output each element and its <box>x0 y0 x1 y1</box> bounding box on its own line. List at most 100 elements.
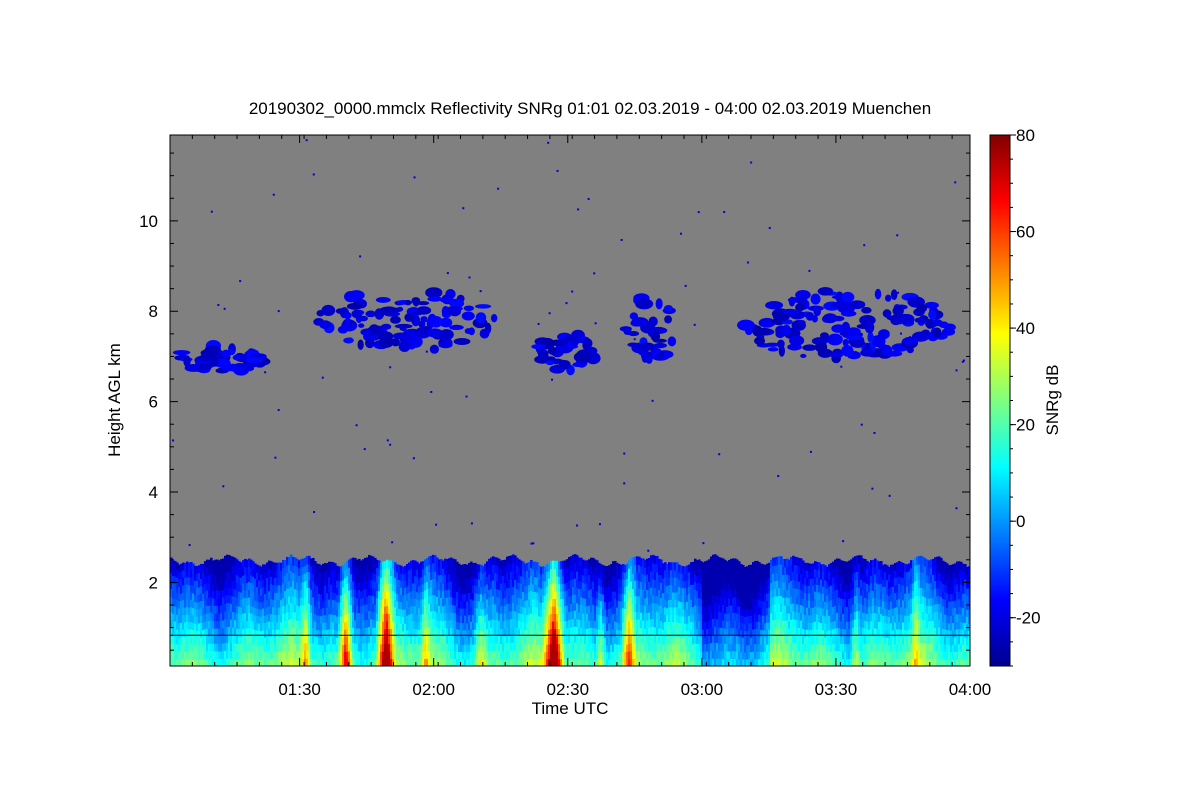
echo-cell <box>854 618 857 628</box>
echo-cell <box>522 636 525 645</box>
echo-cell <box>480 615 483 624</box>
echo-cell <box>432 650 435 659</box>
echo-cell <box>614 613 617 622</box>
echo-cell <box>440 589 443 598</box>
echo-cell <box>788 559 791 568</box>
echo-cell <box>336 580 339 588</box>
echo-cell <box>740 658 743 666</box>
echo-cell <box>580 627 583 636</box>
echo-cell <box>642 596 645 606</box>
echo-cell <box>670 569 673 578</box>
echo-cell <box>546 571 549 580</box>
echo-cell <box>788 567 791 576</box>
echo-cell <box>422 628 425 637</box>
echo-cell <box>556 628 559 637</box>
echo-cell <box>324 607 327 616</box>
echo-cell <box>412 575 415 584</box>
echo-cell <box>756 613 759 622</box>
echo-cell <box>422 561 425 570</box>
echo-cell <box>240 591 243 600</box>
echo-cell <box>784 643 787 652</box>
echo-cell <box>544 609 547 617</box>
echo-cell <box>818 569 821 578</box>
echo-cell <box>314 643 317 652</box>
echo-cell <box>512 578 515 587</box>
echo-cell <box>518 643 521 652</box>
echo-cell <box>398 564 401 573</box>
echo-cell <box>686 622 689 631</box>
echo-cell <box>400 608 403 617</box>
echo-cell <box>520 583 523 592</box>
echo-cell <box>172 590 175 599</box>
echo-cell <box>712 602 715 611</box>
echo-cell <box>706 598 709 607</box>
echo-cell <box>490 580 493 590</box>
echo-cell <box>610 600 613 609</box>
echo-cell <box>612 598 615 607</box>
echo-cell <box>198 644 201 653</box>
echo-cell <box>732 604 735 613</box>
echo-cell <box>288 564 291 574</box>
echo-cell <box>498 566 501 575</box>
echo-cell <box>846 613 849 622</box>
echo-cell <box>810 600 813 609</box>
echo-cell <box>182 569 185 578</box>
echo-cell <box>510 650 513 659</box>
echo-cell <box>668 562 671 571</box>
echo-cell <box>802 568 805 577</box>
echo-cell <box>304 658 307 666</box>
echo-cell <box>798 557 801 567</box>
echo-cell <box>266 643 269 652</box>
echo-cell <box>734 642 737 652</box>
echo-cell <box>428 619 431 628</box>
echo-cell <box>680 623 683 631</box>
echo-cell <box>524 570 527 579</box>
echo-cell <box>634 572 637 581</box>
echo-cell <box>854 603 857 612</box>
echo-cell <box>734 635 737 644</box>
echo-cell <box>462 615 465 624</box>
echo-cell <box>528 614 531 623</box>
echo-cell <box>808 585 811 594</box>
echo-cell <box>482 566 485 574</box>
echo-cell <box>862 558 865 567</box>
echo-cell <box>430 595 433 604</box>
echo-cell <box>566 627 569 637</box>
echo-cell <box>602 593 605 602</box>
echo-cell <box>218 590 221 599</box>
echo-cell <box>766 629 769 638</box>
echo-cell <box>840 582 843 592</box>
echo-cell <box>798 565 801 575</box>
echo-cell <box>858 563 861 572</box>
echo-cell <box>860 618 863 628</box>
echo-cell <box>494 650 497 659</box>
echo-cell <box>266 592 269 601</box>
echo-cell <box>382 643 385 652</box>
echo-cell <box>864 581 867 591</box>
echo-cell <box>570 650 573 659</box>
echo-cell <box>318 615 321 623</box>
echo-cell <box>394 562 397 571</box>
echo-cell <box>444 658 447 666</box>
echo-cell <box>838 589 841 598</box>
echo-cell <box>434 610 437 620</box>
echo-cell <box>202 622 205 631</box>
echo-cell <box>490 619 493 628</box>
echo-cell <box>524 651 527 660</box>
echo-cell <box>872 582 875 591</box>
echo-cell <box>508 571 511 581</box>
echo-cell <box>742 593 745 602</box>
echo-cell <box>580 611 583 621</box>
echo-cell <box>210 611 213 621</box>
echo-cell <box>474 607 477 616</box>
echo-cell <box>834 597 837 606</box>
echo-cell <box>710 626 713 636</box>
echo-cell <box>688 644 691 653</box>
echo-cell <box>534 598 537 607</box>
echo-cell <box>488 589 491 598</box>
echo-cell <box>744 581 747 589</box>
echo-cell <box>692 643 695 652</box>
echo-cell <box>402 658 405 666</box>
echo-cell <box>586 567 589 576</box>
echo-cell <box>466 622 469 631</box>
